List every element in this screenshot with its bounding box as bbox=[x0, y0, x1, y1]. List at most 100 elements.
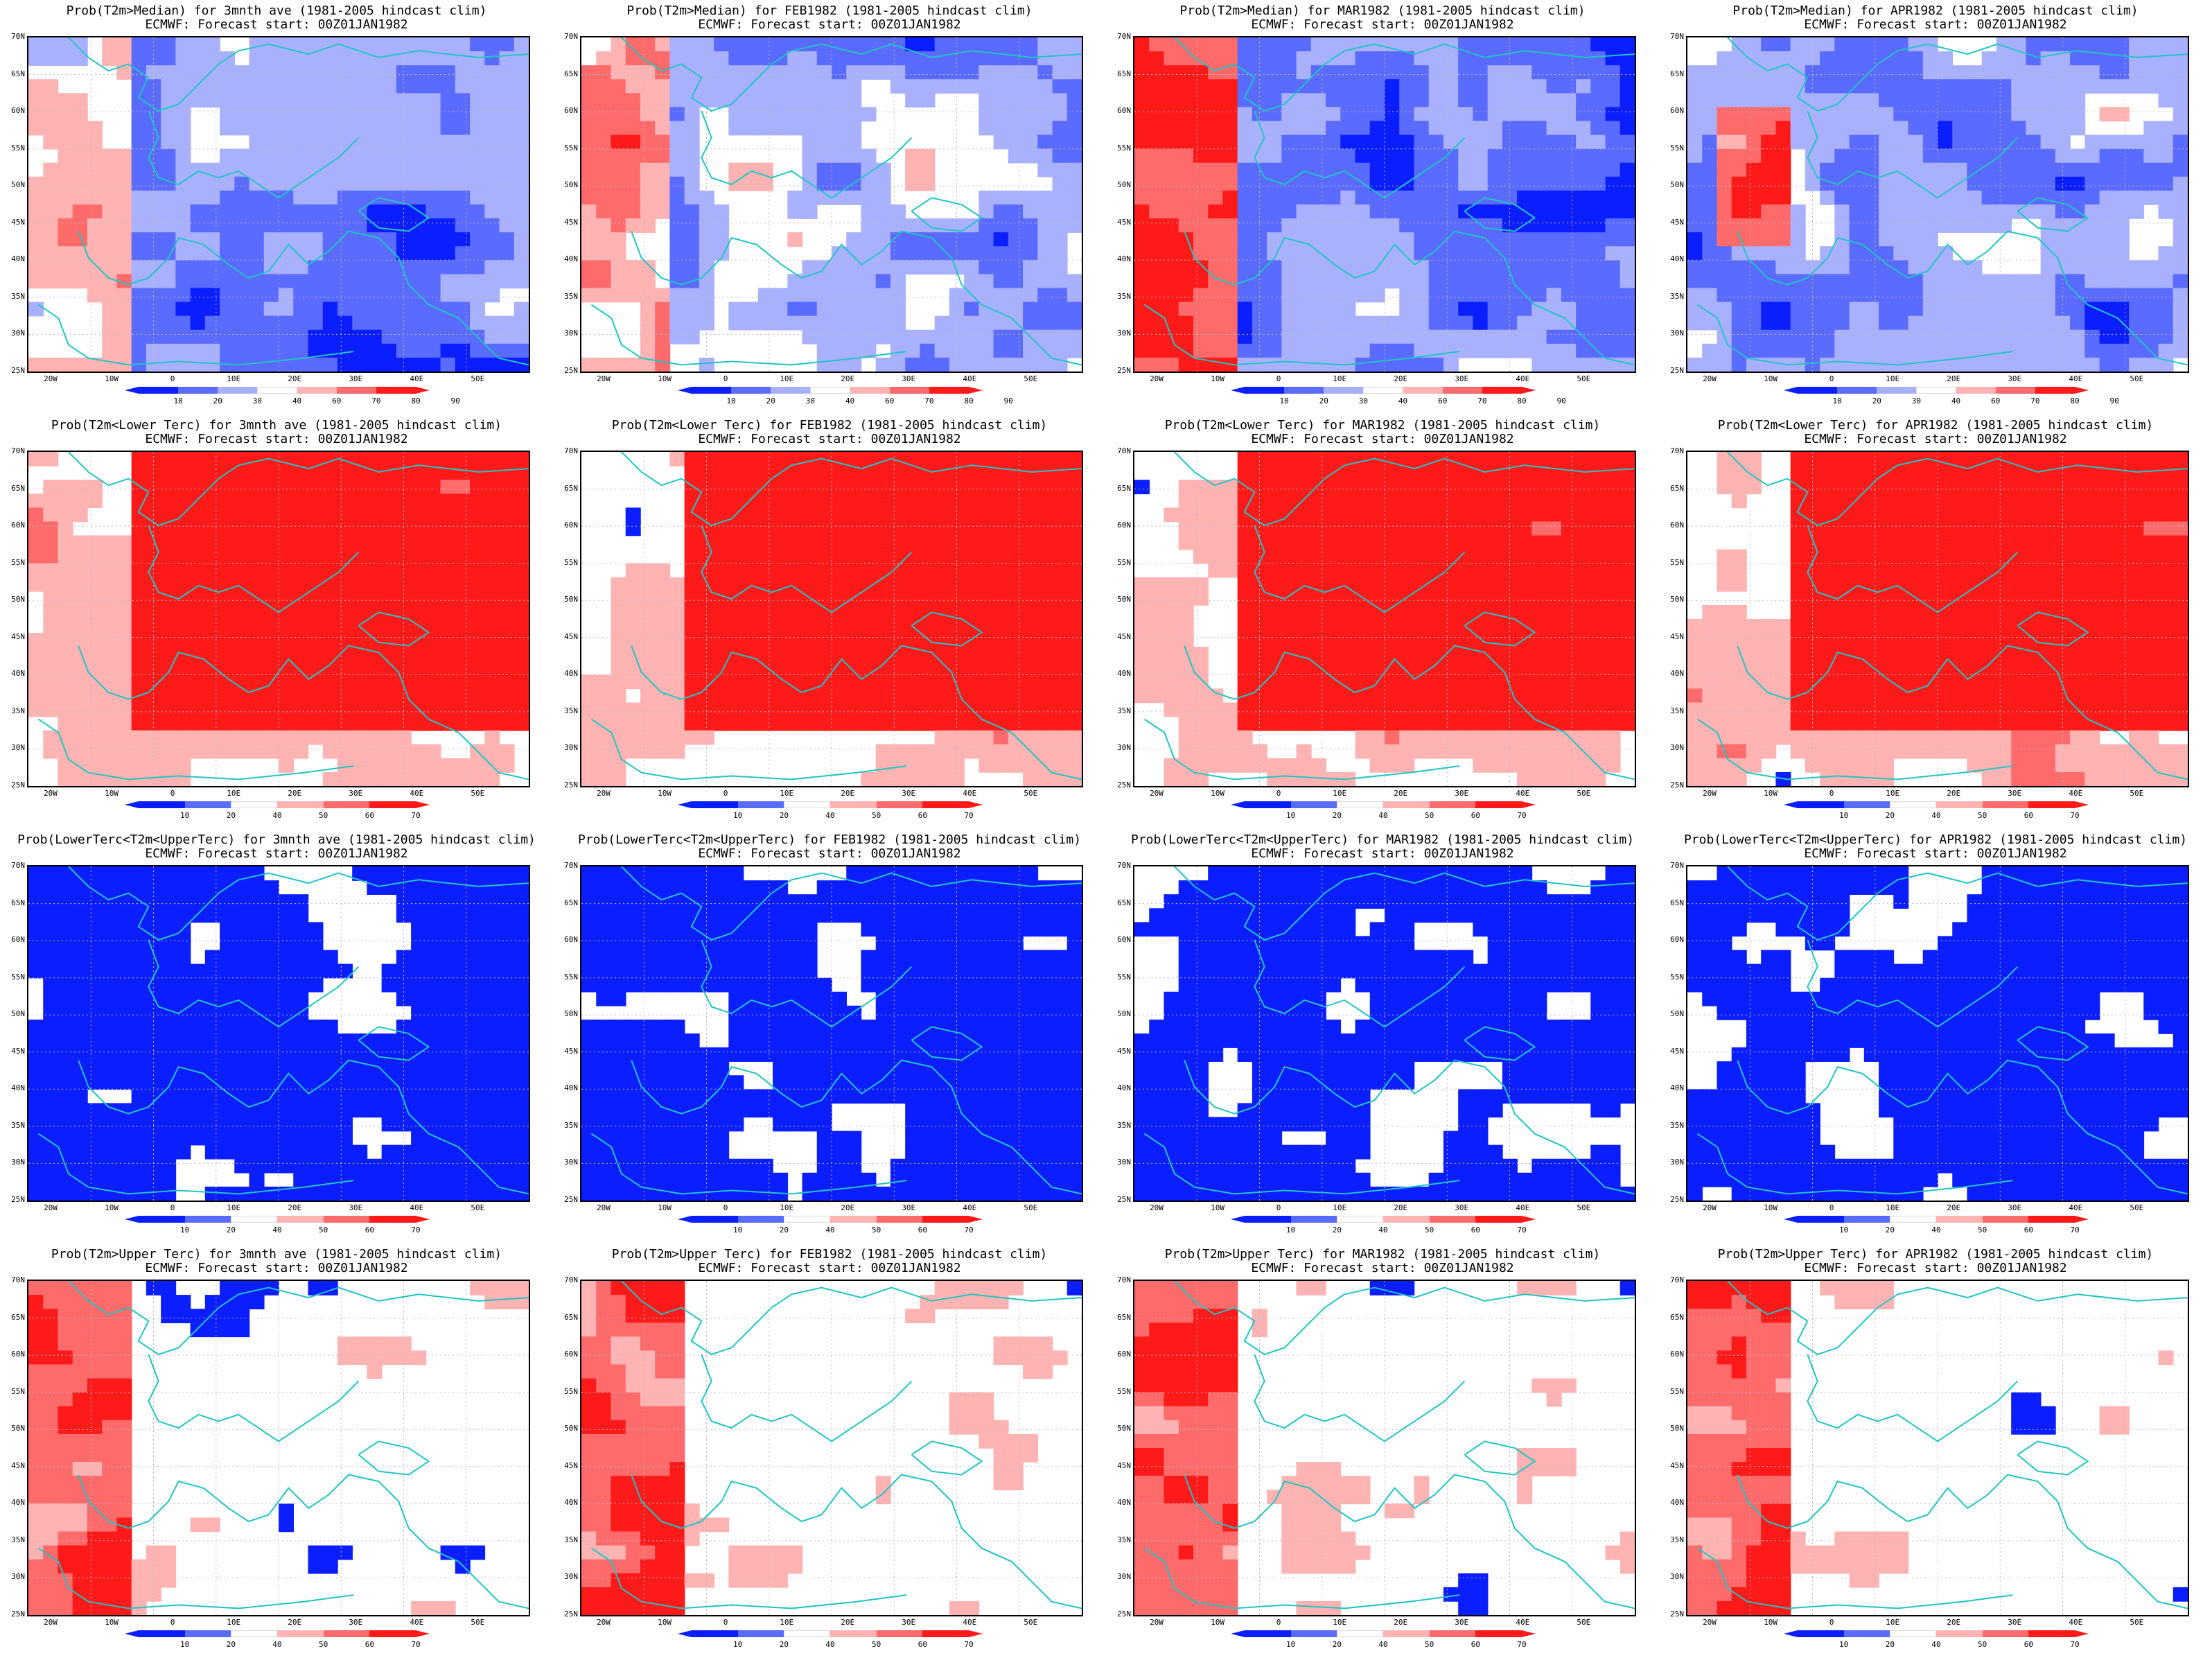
field-cell bbox=[411, 315, 427, 331]
field-cell bbox=[1399, 190, 1415, 205]
field-cell bbox=[1775, 343, 1791, 358]
field-cell bbox=[905, 661, 921, 676]
field-cell bbox=[699, 480, 714, 495]
field-cell bbox=[1952, 65, 1968, 80]
field-cell bbox=[993, 716, 1009, 731]
field-cell bbox=[1134, 288, 1150, 303]
field-cell bbox=[1023, 633, 1039, 647]
field-cell bbox=[1023, 260, 1039, 275]
field-cell bbox=[352, 480, 368, 495]
field-cell bbox=[249, 232, 265, 247]
field-cell bbox=[1252, 302, 1267, 317]
field-cell bbox=[1561, 162, 1577, 177]
field-cell bbox=[2099, 162, 2115, 177]
field-cell bbox=[470, 716, 486, 731]
field-cell bbox=[1326, 535, 1342, 550]
field-cell bbox=[1252, 535, 1267, 550]
field-cell bbox=[2172, 302, 2188, 317]
field-cell bbox=[1561, 480, 1577, 495]
field-cell bbox=[190, 93, 206, 108]
field-cell bbox=[861, 702, 877, 717]
field-cell bbox=[802, 315, 818, 331]
field-cell bbox=[611, 148, 626, 164]
field-cell bbox=[1399, 232, 1415, 247]
field-cell bbox=[596, 190, 612, 205]
field-cell bbox=[1561, 577, 1577, 592]
field-cell bbox=[102, 730, 118, 745]
field-cell bbox=[1879, 302, 1895, 317]
field-cell bbox=[714, 688, 730, 704]
field-cell bbox=[425, 604, 441, 620]
field-cell bbox=[1561, 65, 1577, 80]
field-cell bbox=[1443, 535, 1459, 550]
field-cell bbox=[28, 218, 44, 233]
field-cell bbox=[1473, 176, 1489, 191]
field-cell bbox=[1296, 288, 1312, 303]
field-cell bbox=[1731, 107, 1747, 122]
field-cell bbox=[1790, 246, 1806, 261]
field-cell bbox=[890, 591, 906, 606]
field-cell bbox=[1731, 51, 1747, 66]
field-cell bbox=[1908, 79, 1924, 94]
field-cell bbox=[1008, 647, 1024, 662]
field-cell bbox=[440, 549, 456, 564]
field-cell bbox=[728, 65, 744, 80]
field-cell bbox=[596, 134, 612, 150]
field-cell bbox=[514, 121, 529, 136]
field-cell bbox=[1149, 246, 1165, 261]
field-cell bbox=[514, 246, 529, 261]
field-cell bbox=[2143, 315, 2159, 331]
field-cell bbox=[2040, 121, 2056, 136]
field-cell bbox=[1805, 343, 1820, 358]
field-cell bbox=[802, 619, 818, 634]
field-cell bbox=[905, 37, 921, 52]
field-cell bbox=[655, 134, 671, 150]
field-cell bbox=[581, 204, 597, 219]
field-cell bbox=[161, 619, 177, 634]
field-cell bbox=[1037, 633, 1053, 647]
field-cell bbox=[669, 604, 685, 620]
field-cell bbox=[279, 619, 295, 634]
field-cell bbox=[484, 716, 500, 731]
field-cell bbox=[279, 758, 295, 773]
field-cell bbox=[2084, 260, 2100, 275]
field-cell bbox=[1296, 274, 1312, 289]
field-cell bbox=[484, 288, 500, 303]
field-cell bbox=[802, 633, 818, 647]
field-cell bbox=[581, 274, 597, 289]
field-cell bbox=[131, 246, 147, 261]
field-cell bbox=[1546, 288, 1562, 303]
field-cell bbox=[2143, 121, 2159, 136]
field-cell bbox=[87, 716, 103, 731]
field-cell bbox=[396, 37, 412, 52]
field-cell bbox=[1502, 288, 1518, 303]
field-cell bbox=[279, 79, 295, 94]
field-cell bbox=[1414, 107, 1430, 122]
field-cell bbox=[905, 93, 921, 108]
lon-tick-label: 20E bbox=[841, 789, 855, 798]
field-cell bbox=[1605, 107, 1621, 122]
field-cell bbox=[1310, 535, 1326, 550]
colorbar-segment bbox=[297, 387, 337, 394]
field-cell bbox=[684, 661, 700, 676]
field-cell bbox=[728, 633, 744, 647]
field-cell bbox=[1517, 549, 1533, 564]
field-cell bbox=[2011, 274, 2027, 289]
field-cell bbox=[743, 507, 759, 523]
field-cell bbox=[1208, 563, 1224, 578]
field-cell bbox=[1561, 466, 1577, 480]
field-cell bbox=[381, 730, 397, 745]
field-cell bbox=[625, 162, 641, 177]
field-cell bbox=[1790, 302, 1806, 317]
field-cell bbox=[1746, 357, 1762, 372]
field-cell bbox=[949, 357, 965, 372]
field-cell bbox=[949, 563, 965, 578]
field-cell bbox=[1967, 343, 1983, 358]
field-cell bbox=[249, 218, 265, 233]
field-cell bbox=[425, 549, 441, 564]
field-cell bbox=[1938, 176, 1954, 191]
field-cell bbox=[1981, 329, 1997, 344]
field-cell bbox=[669, 121, 685, 136]
field-cell bbox=[1340, 246, 1356, 261]
field-cell bbox=[1746, 302, 1762, 317]
